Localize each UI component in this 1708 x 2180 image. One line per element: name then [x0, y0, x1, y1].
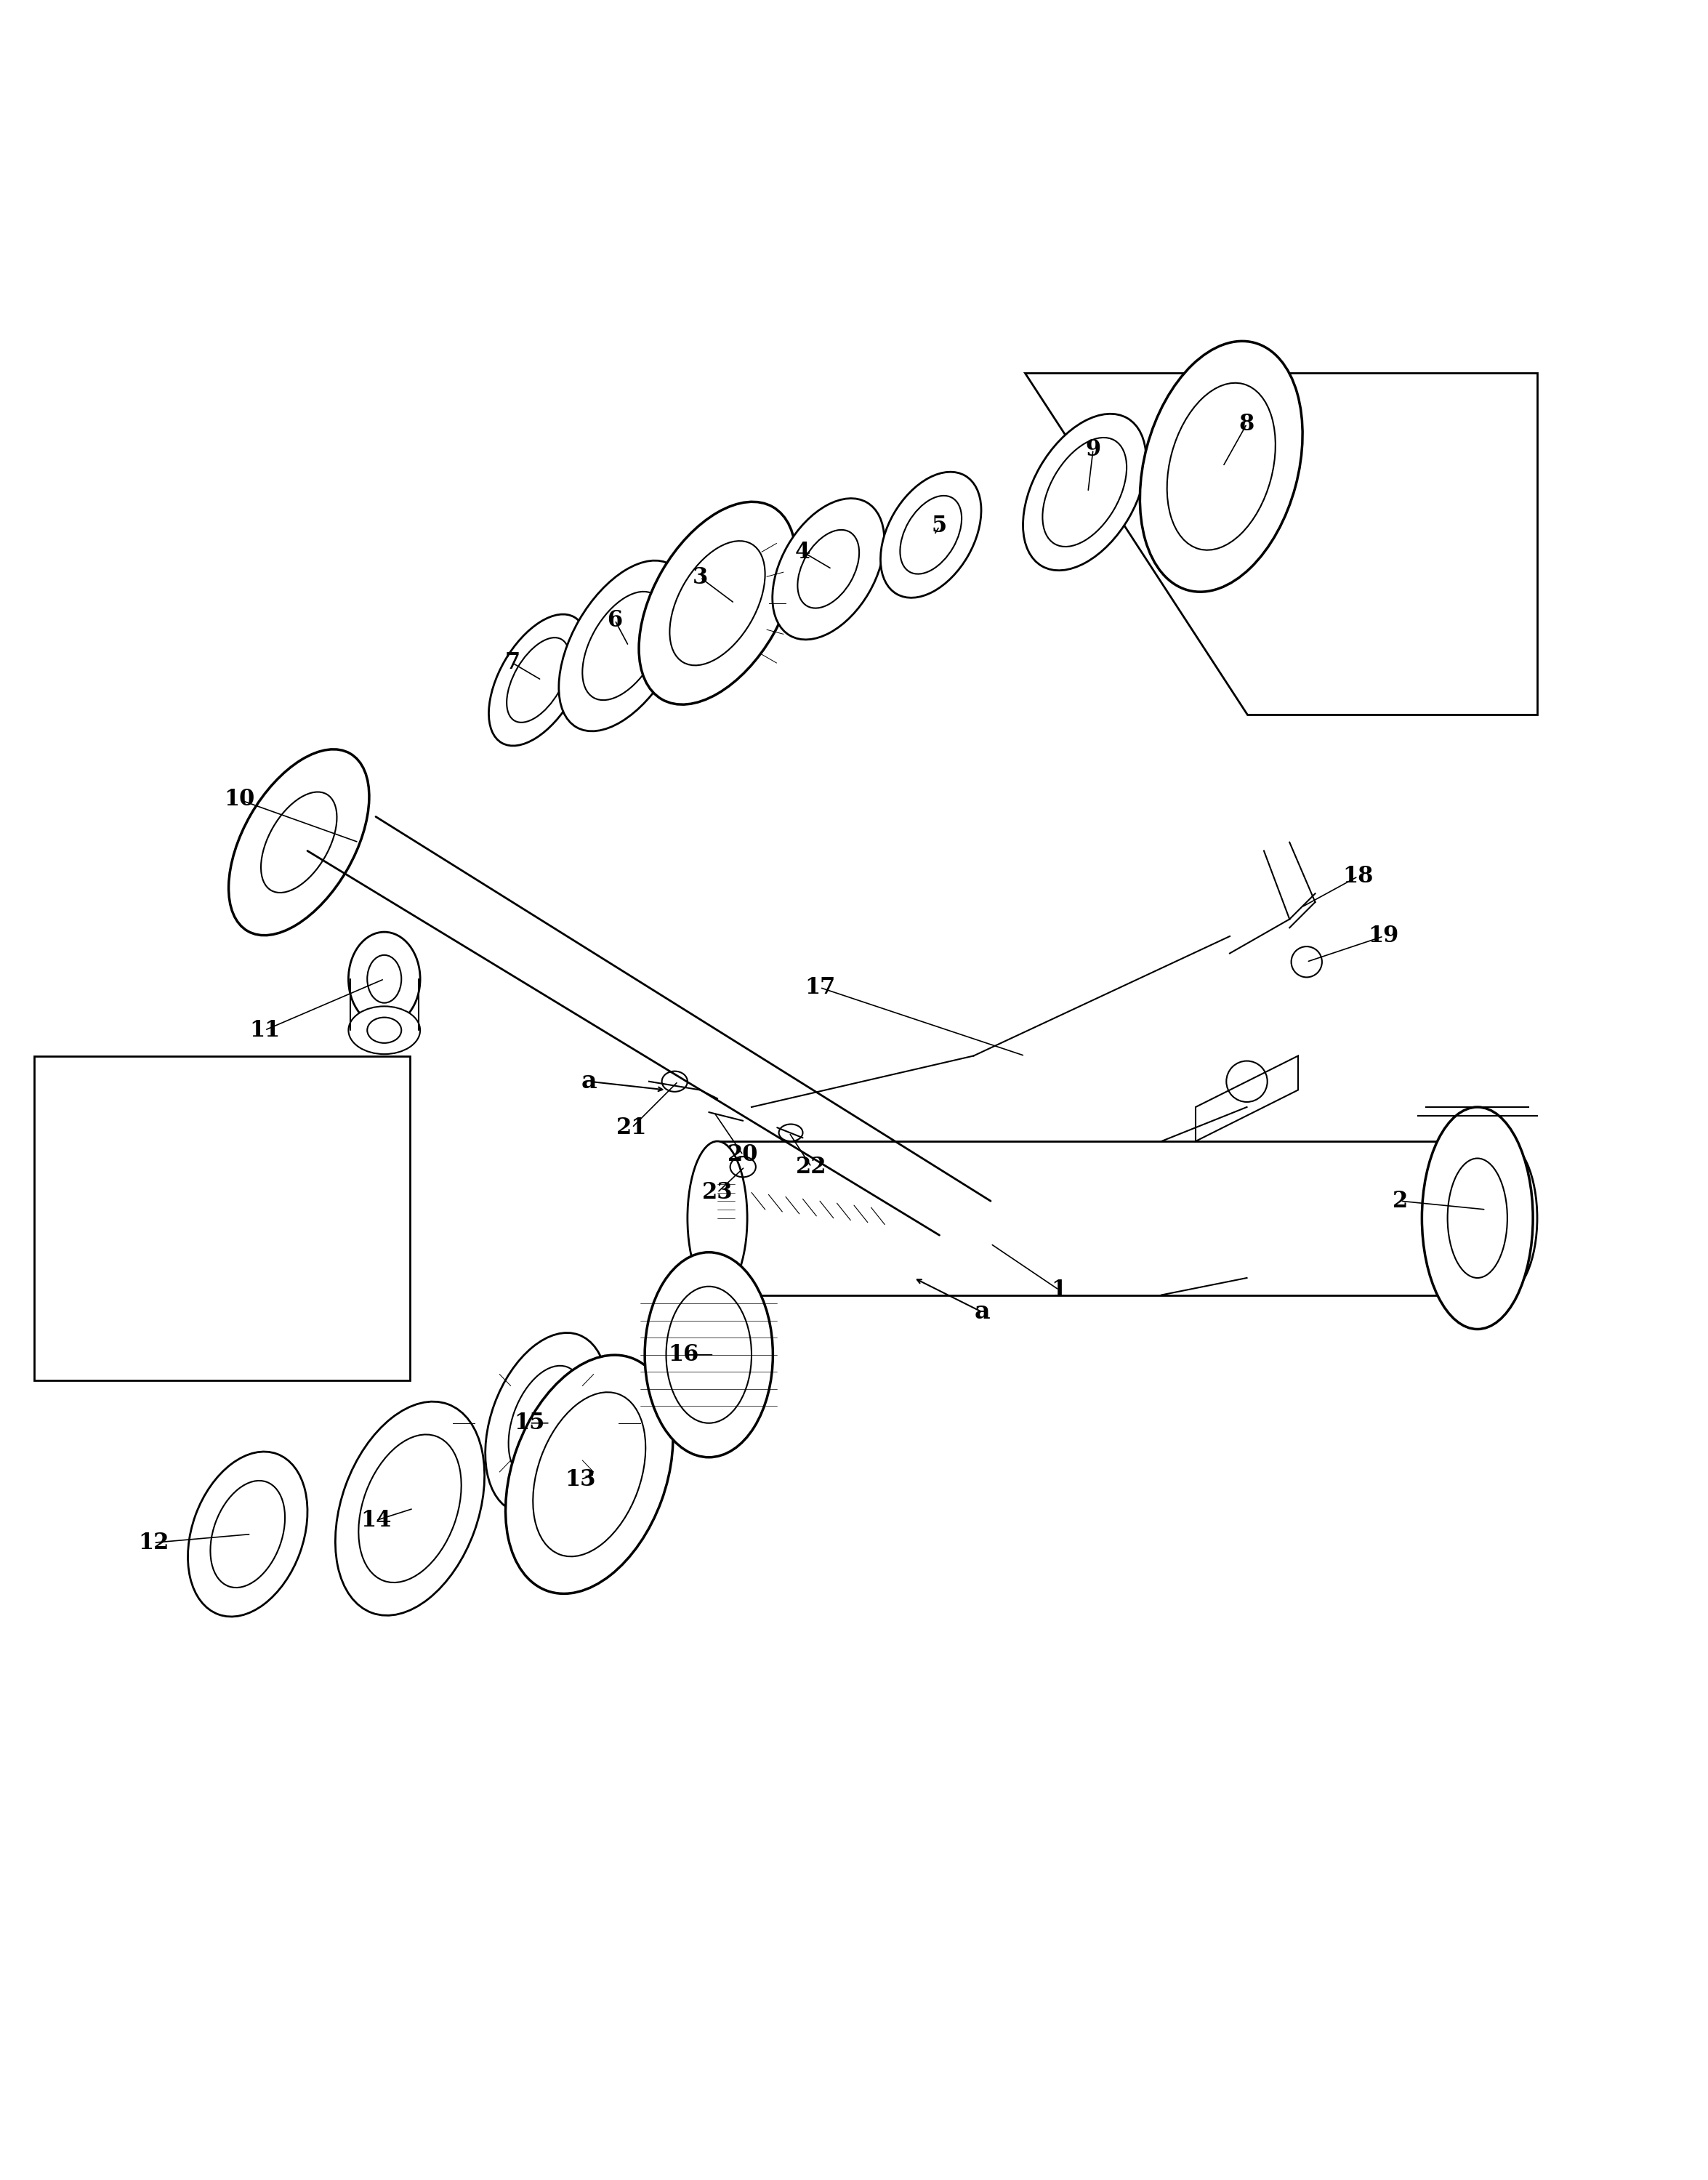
Ellipse shape: [1139, 340, 1303, 591]
Ellipse shape: [1421, 1107, 1534, 1330]
Text: 16: 16: [668, 1343, 699, 1367]
Ellipse shape: [229, 750, 369, 935]
Text: 7: 7: [506, 652, 519, 674]
Text: 19: 19: [1368, 924, 1399, 948]
Ellipse shape: [348, 1007, 420, 1055]
Text: 13: 13: [565, 1467, 596, 1491]
Ellipse shape: [559, 560, 688, 730]
Ellipse shape: [772, 499, 885, 639]
Text: 18: 18: [1342, 865, 1373, 887]
Polygon shape: [1196, 1055, 1298, 1142]
Text: 21: 21: [617, 1116, 647, 1138]
Text: 3: 3: [692, 567, 709, 589]
Text: 9: 9: [1086, 438, 1100, 460]
Text: a: a: [974, 1299, 991, 1323]
Text: 1: 1: [1052, 1280, 1066, 1301]
Ellipse shape: [1023, 414, 1146, 571]
Text: a: a: [581, 1070, 598, 1094]
Text: 8: 8: [1238, 412, 1255, 436]
Ellipse shape: [639, 501, 796, 704]
Polygon shape: [1025, 373, 1537, 715]
Ellipse shape: [881, 471, 980, 597]
Text: 20: 20: [728, 1144, 758, 1166]
Ellipse shape: [1469, 1142, 1537, 1295]
Ellipse shape: [335, 1402, 485, 1615]
Ellipse shape: [506, 1356, 673, 1594]
Text: 5: 5: [933, 514, 946, 538]
Text: 6: 6: [608, 608, 622, 632]
Text: 12: 12: [138, 1530, 169, 1554]
Polygon shape: [34, 1055, 410, 1380]
Ellipse shape: [485, 1332, 608, 1513]
Ellipse shape: [687, 1142, 748, 1295]
Text: 17: 17: [804, 977, 835, 998]
Text: 10: 10: [224, 789, 254, 811]
Polygon shape: [717, 1142, 1503, 1295]
Ellipse shape: [188, 1452, 307, 1618]
Ellipse shape: [646, 1251, 772, 1456]
Text: 11: 11: [249, 1018, 280, 1042]
Text: 14: 14: [360, 1509, 391, 1533]
Text: 15: 15: [514, 1413, 545, 1434]
Ellipse shape: [348, 933, 420, 1027]
Text: 22: 22: [796, 1155, 827, 1177]
Text: 4: 4: [794, 541, 811, 562]
Ellipse shape: [488, 615, 588, 746]
Text: 2: 2: [1392, 1190, 1409, 1212]
Text: 23: 23: [702, 1182, 733, 1203]
